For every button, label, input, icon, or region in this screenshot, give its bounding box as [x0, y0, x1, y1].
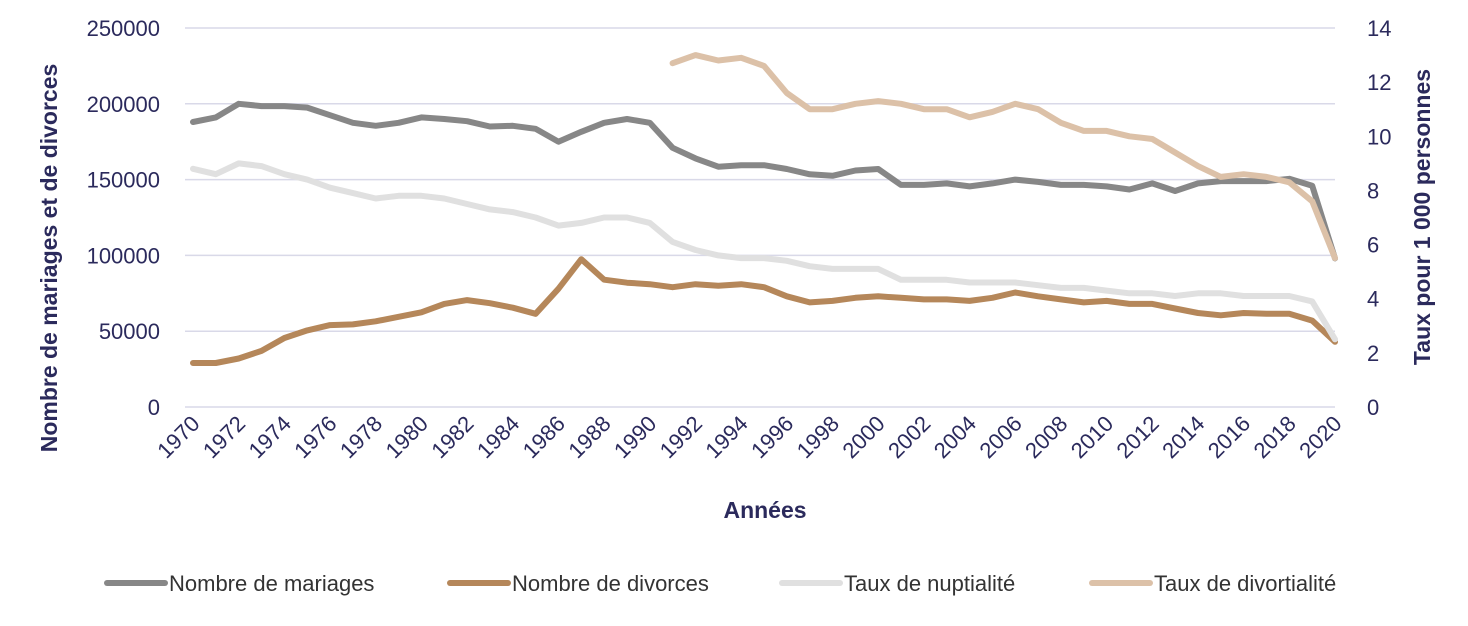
x-axis-ticks: 1970197219741976197819801982198419861988…: [152, 411, 1346, 463]
x-tick-label: 2010: [1066, 411, 1118, 463]
left-axis-ticks: 0 50000 100000 150000 200000 250000: [87, 16, 160, 420]
y-right-tick-label: 4: [1367, 287, 1379, 312]
x-tick-label: 1996: [746, 411, 798, 463]
x-axis-title: Années: [723, 497, 806, 523]
x-tick-label: 2018: [1249, 411, 1301, 463]
x-tick-label: 2000: [837, 411, 889, 463]
y-right-tick-label: 14: [1367, 16, 1391, 41]
x-tick-label: 1992: [655, 411, 707, 463]
y-left-tick-label: 200000: [87, 92, 160, 117]
y-left-tick-label: 0: [148, 395, 160, 420]
x-tick-label: 1970: [152, 411, 204, 463]
x-tick-label: 1984: [472, 411, 524, 463]
x-tick-label: 1988: [563, 411, 615, 463]
x-tick-label: 1998: [792, 411, 844, 463]
x-tick-label: 1980: [381, 411, 433, 463]
y-axis-right-title: Taux pour 1 000 personnes: [1409, 69, 1435, 365]
y-left-tick-label: 100000: [87, 243, 160, 268]
series-lines: [190, 52, 1338, 366]
y-right-tick-label: 0: [1367, 395, 1379, 420]
y-right-tick-label: 12: [1367, 70, 1391, 95]
gridlines: [185, 27, 1335, 408]
series-line-3: [669, 52, 1338, 262]
y-right-tick-label: 10: [1367, 124, 1391, 149]
x-tick-label: 1994: [700, 411, 752, 463]
x-tick-label: 1982: [426, 411, 478, 463]
x-tick-label: 2016: [1203, 411, 1255, 463]
y-left-tick-label: 150000: [87, 168, 160, 193]
y-left-tick-label: 50000: [99, 319, 160, 344]
legend-label: Taux de divortialité: [1154, 571, 1336, 596]
x-tick-label: 1976: [289, 411, 341, 463]
x-tick-label: 1978: [335, 411, 387, 463]
x-tick-label: 2020: [1294, 411, 1346, 463]
legend-label: Nombre de mariages: [169, 571, 374, 596]
x-tick-label: 1972: [198, 411, 250, 463]
y-right-tick-label: 8: [1367, 178, 1379, 203]
x-tick-label: 1990: [609, 411, 661, 463]
y-left-tick-label: 250000: [87, 16, 160, 41]
x-tick-label: 2008: [1020, 411, 1072, 463]
x-tick-label: 2014: [1157, 411, 1209, 463]
x-tick-label: 2004: [929, 411, 981, 463]
x-tick-label: 1986: [518, 411, 570, 463]
x-tick-label: 2012: [1112, 411, 1164, 463]
y-right-tick-label: 6: [1367, 233, 1379, 258]
x-tick-label: 2006: [974, 411, 1026, 463]
x-tick-label: 2002: [883, 411, 935, 463]
x-tick-label: 1974: [244, 411, 296, 463]
y-axis-left-title: Nombre de mariages et de divorces: [36, 64, 62, 453]
y-right-tick-label: 2: [1367, 341, 1379, 366]
series-line-2: [190, 160, 1338, 343]
legend-label: Nombre de divorces: [512, 571, 709, 596]
series-line-0: [190, 100, 1338, 262]
right-axis-ticks: 0 2 4 6 8 10 12 14: [1367, 16, 1391, 420]
series-line-1: [190, 256, 1338, 366]
legend-label: Taux de nuptialité: [844, 571, 1015, 596]
legend: Nombre de mariages Nombre de divorces Taux…: [104, 571, 1336, 596]
